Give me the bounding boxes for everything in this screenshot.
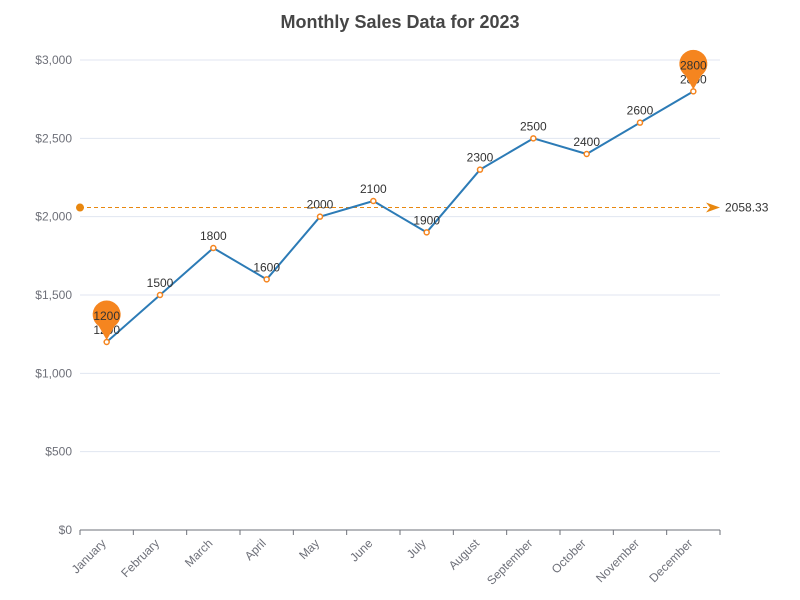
y-tick-label: $3,000: [35, 53, 72, 67]
data-label: 2600: [627, 104, 654, 118]
data-point: [263, 276, 270, 283]
x-tick-label: February: [118, 536, 162, 580]
y-tick-label: $500: [45, 445, 72, 459]
data-point: [530, 135, 537, 142]
data-point: [423, 229, 430, 236]
x-tick-label: March: [182, 536, 215, 569]
grid: [80, 59, 720, 453]
min-pin: [92, 300, 121, 340]
x-tick-label: August: [446, 536, 483, 573]
y-tick-label: $0: [59, 523, 73, 537]
data-label: 2300: [467, 151, 494, 165]
data-label: 2000: [307, 198, 334, 212]
axes: $0 $500 $1,000 $1,500 $2,000 $2,500 $3,000 Janu…: [35, 53, 721, 588]
series: [103, 88, 697, 346]
data-point: [156, 291, 164, 299]
chart-title: Monthly Sales Data for 2023: [280, 12, 519, 32]
data-point: [103, 338, 110, 346]
average-line-arrow: [706, 202, 720, 213]
x-tick-label: January: [69, 536, 109, 576]
min-pin-label: 1200: [93, 309, 120, 323]
data-point: [316, 213, 324, 220]
x-tick-label: July: [404, 536, 429, 561]
data-point: [636, 119, 644, 126]
data-label: 2100: [360, 182, 387, 196]
data-point: [370, 197, 377, 205]
x-tick-label: September: [484, 536, 535, 587]
y-tick-label: $1,500: [35, 288, 72, 302]
data-point: [476, 166, 484, 173]
x-tick-label: June: [347, 536, 376, 565]
y-tick-label: $2,000: [35, 210, 72, 224]
data-point: [690, 88, 697, 95]
average-line: 2058.33: [76, 201, 769, 215]
max-pin-label: 2800: [680, 58, 707, 72]
data-labels: 1200 1500 1800 1600 2000 2100 1900 2300 2500 2400…: [93, 72, 707, 337]
max-pin: [679, 49, 708, 90]
y-tick-label: $2,500: [35, 131, 72, 145]
data-point: [210, 244, 217, 252]
x-tick-label: April: [242, 536, 269, 563]
x-tick-label: May: [296, 536, 322, 562]
data-label: 2400: [573, 135, 600, 149]
x-tick-label: October: [549, 536, 589, 576]
data-label: 1500: [147, 276, 174, 290]
data-label: 1600: [253, 260, 280, 274]
y-tick-label: $1,000: [35, 366, 72, 380]
data-label: 1800: [200, 229, 227, 243]
average-line-label: 2058.33: [725, 201, 769, 215]
series-line: [106, 90, 694, 343]
mark-points: 1200 2800: [92, 49, 708, 340]
x-tick-label: November: [593, 536, 642, 585]
data-label: 1900: [413, 213, 440, 227]
data-point: [583, 150, 590, 158]
x-tick-label: December: [646, 536, 695, 585]
data-label: 2500: [520, 119, 547, 133]
